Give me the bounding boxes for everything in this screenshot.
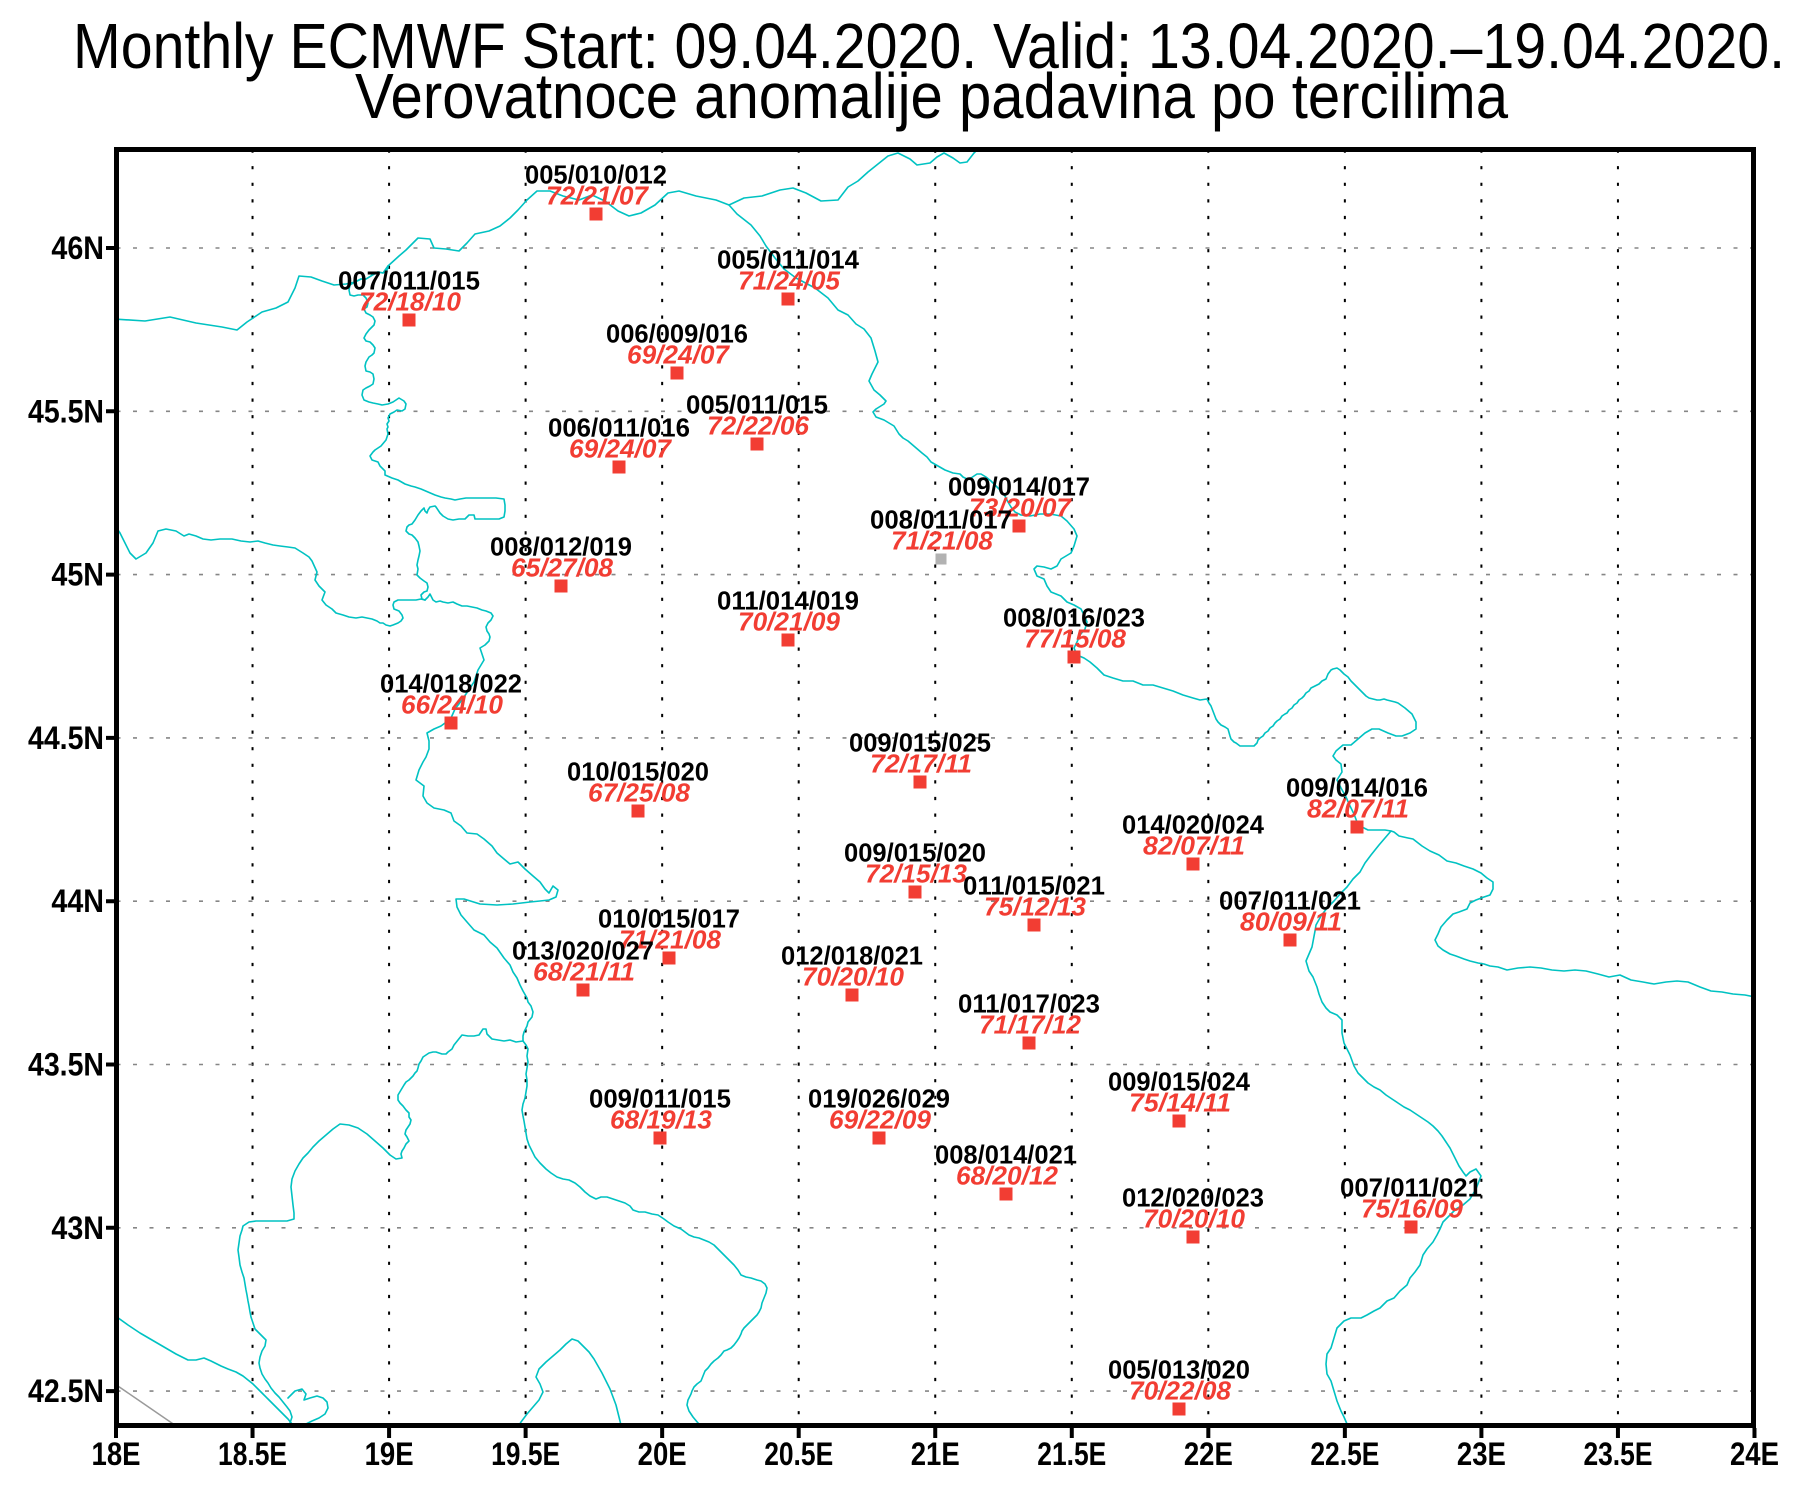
- svg-text:71/17/12: 71/17/12: [979, 1010, 1082, 1040]
- svg-text:68/21/11: 68/21/11: [533, 957, 635, 987]
- svg-text:006/011/016: 006/011/016: [548, 413, 690, 443]
- svg-text:23.5E: 23.5E: [1583, 1436, 1652, 1472]
- svg-text:44N: 44N: [51, 883, 104, 919]
- svg-text:71/21/08: 71/21/08: [619, 925, 722, 955]
- svg-text:011/017/023: 011/017/023: [958, 989, 1100, 1019]
- svg-text:006/009/016: 006/009/016: [606, 319, 748, 349]
- svg-text:67/25/08: 67/25/08: [588, 778, 691, 808]
- svg-text:Monthly ECMWF Start: 09.04.202: Monthly ECMWF Start: 09.04.2020. Valid: …: [73, 10, 1785, 82]
- svg-text:24E: 24E: [1730, 1436, 1779, 1472]
- svg-text:72/21/07: 72/21/07: [546, 181, 650, 211]
- svg-text:70/21/09: 70/21/09: [738, 607, 841, 637]
- svg-text:45.5N: 45.5N: [28, 393, 104, 429]
- svg-text:70/20/10: 70/20/10: [1143, 1204, 1246, 1234]
- svg-text:012/020/023: 012/020/023: [1122, 1183, 1264, 1213]
- svg-text:43.5N: 43.5N: [28, 1047, 104, 1083]
- svg-text:Verovatnoce anomalije padavina: Verovatnoce anomalije padavina po tercil…: [355, 60, 1508, 132]
- svg-text:68/19/13: 68/19/13: [610, 1105, 713, 1135]
- svg-text:20E: 20E: [638, 1436, 687, 1472]
- svg-text:008/011/017: 008/011/017: [870, 505, 1012, 535]
- svg-text:65/27/08: 65/27/08: [511, 553, 614, 583]
- svg-text:012/018/021: 012/018/021: [781, 941, 923, 971]
- svg-text:010/015/017: 010/015/017: [598, 904, 740, 934]
- svg-text:005/010/012: 005/010/012: [525, 160, 667, 190]
- svg-text:005/011/015: 005/011/015: [686, 390, 828, 420]
- svg-text:20.5E: 20.5E: [764, 1436, 833, 1472]
- svg-text:011/014/019: 011/014/019: [717, 586, 859, 616]
- svg-text:005/011/014: 005/011/014: [717, 245, 860, 275]
- svg-text:44.5N: 44.5N: [28, 720, 104, 756]
- svg-text:82/07/11: 82/07/11: [1143, 831, 1245, 861]
- svg-text:80/09/11: 80/09/11: [1240, 907, 1342, 937]
- svg-text:23E: 23E: [1457, 1436, 1506, 1472]
- svg-text:66/24/10: 66/24/10: [401, 690, 504, 720]
- svg-text:22E: 22E: [1184, 1436, 1233, 1472]
- svg-text:19E: 19E: [365, 1436, 414, 1472]
- svg-text:75/16/09: 75/16/09: [1361, 1194, 1464, 1224]
- svg-text:45N: 45N: [51, 557, 104, 593]
- svg-text:005/013/020: 005/013/020: [1108, 1355, 1250, 1385]
- svg-text:18.5E: 18.5E: [218, 1436, 287, 1472]
- svg-text:69/22/09: 69/22/09: [829, 1105, 932, 1135]
- svg-text:007/011/021: 007/011/021: [1340, 1173, 1482, 1203]
- svg-text:70/22/08: 70/22/08: [1129, 1376, 1232, 1406]
- svg-text:014/020/024: 014/020/024: [1122, 810, 1265, 840]
- svg-text:77/15/08: 77/15/08: [1024, 624, 1127, 654]
- svg-text:009/015/024: 009/015/024: [1108, 1067, 1251, 1097]
- svg-text:71/21/08: 71/21/08: [891, 526, 994, 556]
- svg-text:21E: 21E: [911, 1436, 960, 1472]
- svg-text:014/018/022: 014/018/022: [380, 669, 522, 699]
- svg-text:22.5E: 22.5E: [1310, 1436, 1379, 1472]
- svg-text:46N: 46N: [51, 230, 104, 266]
- svg-text:007/011/015: 007/011/015: [338, 266, 480, 296]
- svg-text:42.5N: 42.5N: [28, 1373, 104, 1409]
- svg-text:72/15/13: 72/15/13: [865, 859, 968, 889]
- svg-text:68/20/12: 68/20/12: [956, 1161, 1059, 1191]
- svg-text:18E: 18E: [92, 1436, 141, 1472]
- svg-text:43N: 43N: [51, 1210, 104, 1246]
- svg-text:009/015/020: 009/015/020: [844, 838, 986, 868]
- svg-text:009/011/015: 009/011/015: [589, 1084, 731, 1114]
- svg-text:75/12/13: 75/12/13: [984, 892, 1087, 922]
- svg-text:008/012/019: 008/012/019: [490, 532, 632, 562]
- svg-text:72/17/11: 72/17/11: [870, 749, 972, 779]
- svg-text:70/20/10: 70/20/10: [802, 962, 905, 992]
- svg-text:75/14/11: 75/14/11: [1129, 1088, 1231, 1118]
- svg-text:71/24/05: 71/24/05: [738, 266, 841, 296]
- svg-text:82/07/11: 82/07/11: [1307, 794, 1409, 824]
- svg-text:19.5E: 19.5E: [491, 1436, 560, 1472]
- svg-text:72/18/10: 72/18/10: [359, 287, 462, 317]
- svg-text:73/20/07: 73/20/07: [969, 493, 1073, 523]
- svg-text:008/016/023: 008/016/023: [1003, 603, 1145, 633]
- svg-text:009/014/016: 009/014/016: [1286, 773, 1428, 803]
- svg-text:009/014/017: 009/014/017: [948, 472, 1090, 502]
- svg-text:008/014/021: 008/014/021: [935, 1140, 1077, 1170]
- svg-text:013/020/027: 013/020/027: [512, 936, 654, 966]
- svg-text:69/24/07: 69/24/07: [569, 434, 673, 464]
- svg-text:019/026/029: 019/026/029: [808, 1084, 950, 1114]
- svg-text:69/24/07: 69/24/07: [627, 340, 731, 370]
- svg-text:21.5E: 21.5E: [1037, 1436, 1106, 1472]
- svg-text:010/015/020: 010/015/020: [567, 757, 709, 787]
- svg-text:009/015/025: 009/015/025: [849, 728, 991, 758]
- svg-text:011/015/021: 011/015/021: [963, 871, 1105, 901]
- svg-text:72/22/06: 72/22/06: [707, 411, 810, 441]
- svg-text:007/011/021: 007/011/021: [1219, 886, 1361, 916]
